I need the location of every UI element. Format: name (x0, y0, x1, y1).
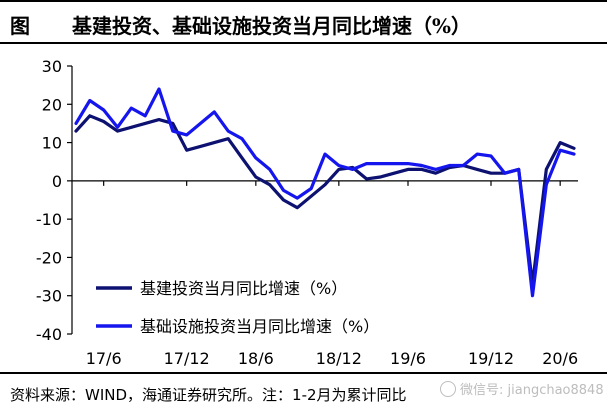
data-point (255, 157, 257, 159)
data-point (227, 130, 229, 132)
data-point (476, 153, 478, 155)
data-point (296, 197, 298, 199)
y-tick-label: -10 (36, 210, 62, 229)
x-tick-label: 20/6 (542, 349, 578, 368)
figure-title-bar: 图 基建投资、基础设施投资当月同比增速（%） (0, 0, 607, 44)
y-tick-label: -20 (36, 248, 62, 267)
data-point (282, 199, 285, 201)
watermark-text: 微信号: jiangchao8848 (460, 383, 604, 398)
data-point (186, 149, 188, 151)
data-point (103, 109, 105, 111)
data-point (365, 163, 368, 165)
data-point (89, 115, 91, 117)
wechat-icon (440, 380, 456, 397)
data-point (393, 163, 395, 165)
data-point (559, 149, 561, 151)
data-point (241, 138, 243, 140)
data-point (130, 107, 132, 109)
data-point (269, 168, 271, 170)
data-point (435, 168, 437, 170)
chart-axes: 30 20 10 0 -10 -20 -30 -40 17/6 17/12 18/6 18/12 19/… (36, 57, 578, 368)
data-point (448, 164, 451, 167)
data-point (310, 187, 312, 190)
legend-label-2: 基础设施投资当月同比增速（%） (140, 317, 379, 336)
source-note: 资料来源：WIND，海通证券研究所。注：1-2月为累计同比 (10, 386, 407, 404)
data-point (476, 168, 478, 170)
data-point (573, 147, 575, 149)
data-point (172, 122, 174, 124)
data-point (199, 122, 202, 124)
data-point (545, 184, 547, 186)
data-point (490, 155, 492, 157)
x-tick-label: 18/12 (316, 349, 362, 368)
data-point (462, 164, 464, 167)
data-point (393, 172, 395, 174)
y-tick-label: 10 (42, 134, 62, 153)
data-point (144, 115, 146, 117)
legend-label-1: 基建投资当月同比增速（%） (140, 279, 347, 298)
data-point (324, 184, 326, 186)
data-point (352, 168, 354, 170)
data-point (518, 168, 520, 170)
data-point (421, 168, 423, 170)
data-point (365, 178, 368, 180)
data-point (227, 138, 229, 140)
data-point (573, 153, 575, 155)
chart-series (74, 87, 576, 298)
data-point (213, 111, 215, 113)
data-point (158, 119, 160, 121)
data-point (379, 176, 381, 178)
y-tick-label: 30 (42, 57, 62, 76)
x-tick-label: 18/6 (238, 349, 274, 368)
y-tick-label: 20 (42, 95, 62, 114)
chart-legend: 基建投资当月同比增速（%） 基础设施投资当月同比增速（%） (96, 279, 379, 336)
data-point (324, 153, 326, 155)
data-point (75, 122, 77, 124)
data-point (269, 184, 271, 186)
x-tick-label: 19/12 (468, 349, 514, 368)
data-point (103, 120, 105, 123)
data-point (282, 189, 285, 191)
line-chart: 30 20 10 0 -10 -20 -30 -40 17/6 17/12 18/6 18/12 19/… (36, 57, 578, 368)
data-point (75, 130, 77, 132)
data-point (435, 172, 437, 174)
y-tick-label: -40 (36, 325, 62, 344)
data-point (338, 168, 340, 170)
x-tick-label: 17/12 (164, 349, 210, 368)
data-point (559, 142, 561, 144)
data-point (158, 88, 160, 90)
data-point (504, 172, 506, 174)
figure-title: 基建投资、基础设施投资当月同比增速（%） (72, 14, 472, 38)
data-point (116, 126, 119, 128)
y-tick-label: 0 (52, 172, 62, 191)
figure-footer: 资料来源：WIND，海通证券研究所。注：1-2月为累计同比 微信号: jiang… (0, 372, 607, 415)
series-line-2 (74, 87, 576, 298)
y-tick-label: -30 (36, 287, 62, 306)
data-point (144, 122, 146, 124)
watermark: 微信号: jiangchao8848 (440, 379, 604, 398)
data-point (89, 99, 91, 102)
data-point (490, 172, 492, 174)
data-point (130, 126, 132, 128)
data-point (255, 176, 257, 178)
data-point (172, 130, 174, 132)
data-point (310, 195, 312, 197)
data-point (531, 295, 534, 297)
data-point (407, 163, 409, 165)
data-point (186, 134, 188, 136)
data-point (379, 163, 381, 165)
x-tick-label: 17/6 (86, 349, 122, 368)
data-point (407, 168, 409, 170)
data-point (213, 142, 215, 144)
data-point (116, 130, 119, 132)
data-point (241, 157, 243, 159)
data-point (296, 207, 298, 209)
data-point (199, 145, 202, 147)
data-point (545, 168, 547, 170)
figure-label: 图 (10, 14, 30, 38)
x-tick-label: 19/6 (390, 349, 426, 368)
data-point (338, 164, 340, 167)
data-point (421, 164, 423, 167)
series-line-1 (74, 114, 576, 286)
